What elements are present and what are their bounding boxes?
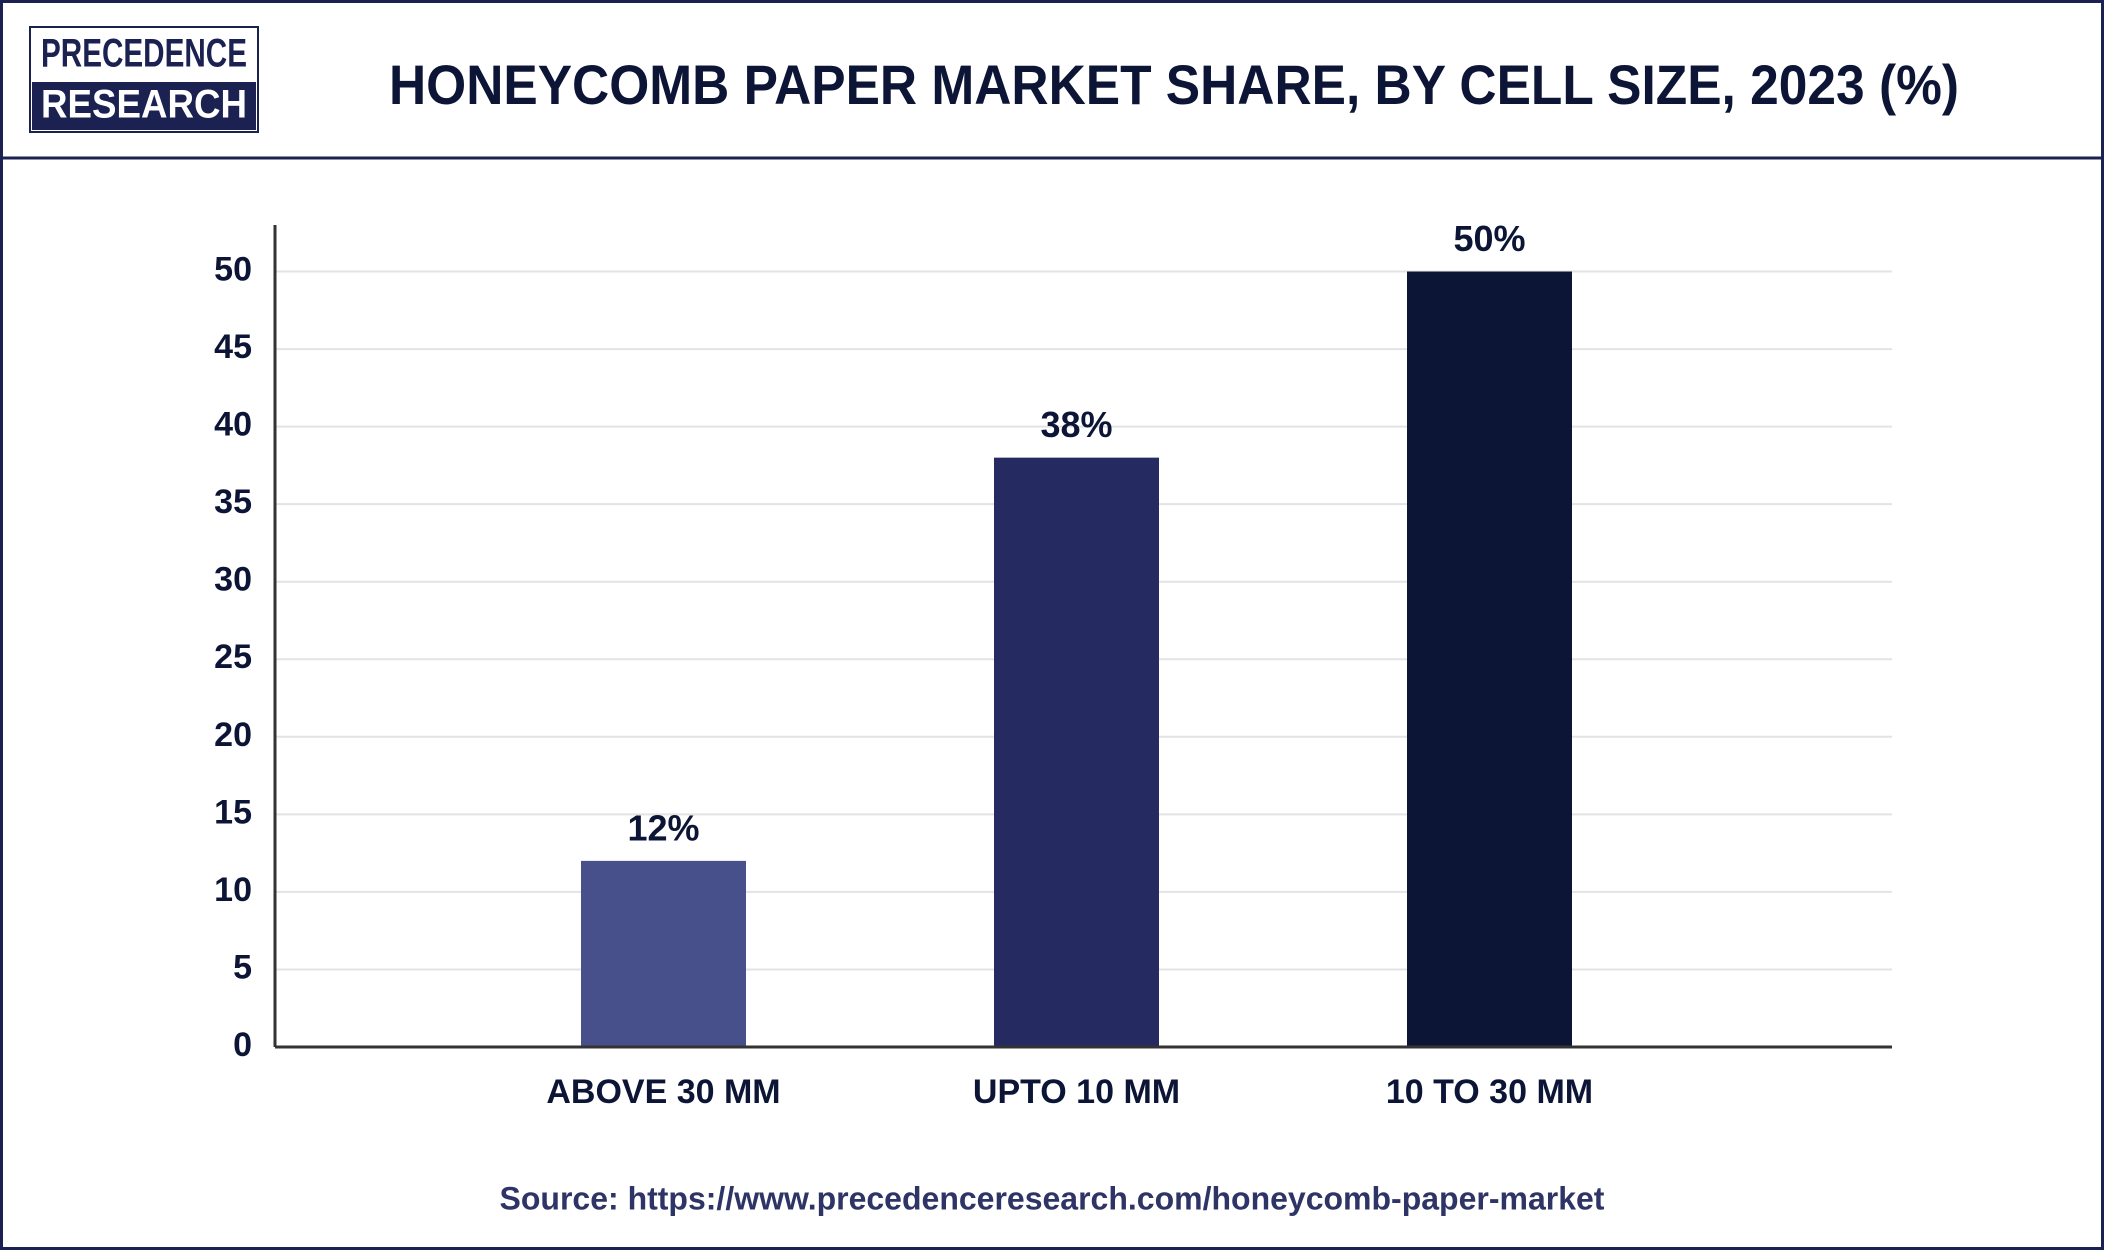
logo-text: PRECEDENCE [41,32,247,76]
x-tick-label: UPTO 10 MM [973,1073,1180,1111]
x-tick-label: ABOVE 30 MM [546,1073,780,1111]
y-tick-label: 0 [233,1026,252,1064]
y-tick-label: 15 [214,793,252,831]
logo-text: RESEARCH [41,83,247,127]
chart-title: HONEYCOMB PAPER MARKET SHARE, BY CELL SI… [389,53,1959,116]
x-tick-label: 10 TO 30 MM [1386,1073,1593,1111]
y-tick-label: 45 [214,328,252,366]
y-tick-label: 10 [214,871,252,909]
y-tick-label: 30 [214,561,252,599]
bar [581,860,746,1047]
value-label: 50% [1453,218,1525,259]
value-label: 38% [1040,404,1112,445]
logo-band [32,82,256,130]
bar [1407,271,1572,1047]
y-tick-label: 25 [214,638,252,676]
y-tick-label: 40 [214,406,252,444]
bar [994,457,1159,1048]
y-tick-label: 5 [233,948,252,986]
source: Source: https://www.precedenceresearch.c… [500,1180,1605,1216]
y-tick-label: 20 [214,716,252,754]
y-tick-label: 50 [214,251,252,289]
plot-area: 0 5 10 15 20 25 30 35 40 45 50 12% ABOVE 30 MM 38% UPT… [214,218,1892,1111]
y-tick-label: 35 [214,483,252,521]
value-label: 12% [627,807,699,848]
